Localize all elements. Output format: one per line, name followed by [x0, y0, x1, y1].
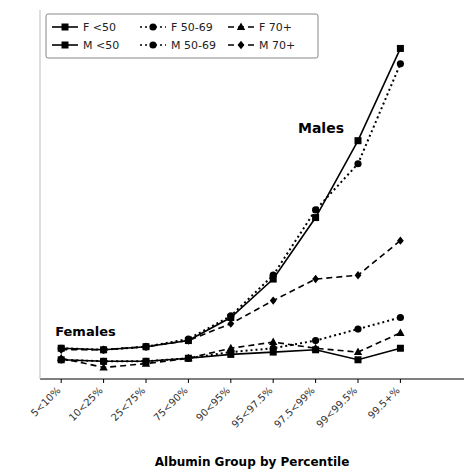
x-axis-label: Albumin Group by Percentile [155, 455, 350, 469]
x-tick-label: 90<95% [194, 385, 232, 423]
legend: F <50 F 50-69 F 70+ M <50 M 50-69 M 70+ [46, 14, 318, 58]
point [100, 346, 107, 354]
point [397, 236, 404, 244]
x-tick-label: 10<25% [67, 385, 105, 423]
legend-label: M 70+ [259, 39, 295, 52]
point [143, 343, 150, 351]
legend-box [46, 14, 318, 58]
point [397, 345, 404, 352]
point [143, 343, 150, 350]
point [396, 328, 404, 336]
x-tick [273, 379, 274, 383]
legend-label: F <50 [83, 21, 116, 34]
point [270, 296, 277, 304]
annotation: Males [298, 120, 344, 136]
point [397, 45, 404, 52]
point [354, 348, 362, 356]
point [355, 137, 362, 144]
point [397, 60, 404, 67]
point [227, 319, 234, 327]
x-tick-label: 99<99.5% [314, 385, 359, 430]
point [100, 346, 107, 353]
point [312, 275, 319, 283]
x-tick [230, 379, 231, 383]
point [312, 206, 319, 213]
point [311, 344, 319, 352]
legend-marker [62, 24, 69, 31]
legend-marker [62, 42, 69, 49]
series-line [61, 48, 400, 349]
series-line [61, 64, 400, 350]
plot-area [57, 45, 405, 371]
x-tick-label: 5<10% [29, 385, 63, 419]
x-tick [146, 379, 147, 383]
point [269, 338, 277, 346]
point [312, 214, 319, 221]
point [185, 355, 192, 362]
point [354, 160, 361, 167]
legend-label: F 70+ [259, 21, 292, 34]
point [57, 354, 65, 362]
point [270, 272, 277, 279]
legend-marker [238, 41, 245, 49]
legend-marker [149, 41, 156, 48]
point [355, 356, 362, 363]
x-tick-label: 75<90% [151, 385, 189, 423]
x-tick-label: 95<97.5% [229, 385, 274, 430]
chart: 5<10%10<25%25<75%75<90%90<95%95<97.5%97.… [0, 0, 474, 474]
legend-label: F 50-69 [171, 21, 213, 34]
point [100, 346, 107, 353]
point [142, 359, 150, 367]
point [142, 343, 149, 350]
point [184, 354, 192, 362]
legend-marker [237, 23, 245, 31]
x-tick-label: 97.5<99% [272, 385, 317, 430]
x-tick-label: 25<75% [109, 385, 147, 423]
legend-marker [149, 23, 156, 30]
y-axis [40, 10, 41, 379]
x-tick [188, 379, 189, 383]
point [312, 337, 319, 344]
point [227, 344, 235, 352]
x-tick-label: 99.5+% [366, 385, 402, 421]
annotation: Females [55, 324, 116, 339]
point [354, 325, 361, 332]
point [185, 355, 192, 362]
x-tick [61, 379, 62, 383]
point [270, 345, 277, 352]
point [227, 312, 234, 319]
point [355, 271, 362, 279]
point [99, 363, 107, 371]
legend-label: M 50-69 [171, 39, 216, 52]
legend-label: M <50 [83, 39, 119, 52]
x-tick [315, 379, 316, 383]
point [185, 336, 192, 344]
x-tick [103, 379, 104, 383]
point [58, 346, 65, 354]
x-tick [400, 379, 401, 383]
point [397, 314, 404, 321]
x-tick [358, 379, 359, 383]
